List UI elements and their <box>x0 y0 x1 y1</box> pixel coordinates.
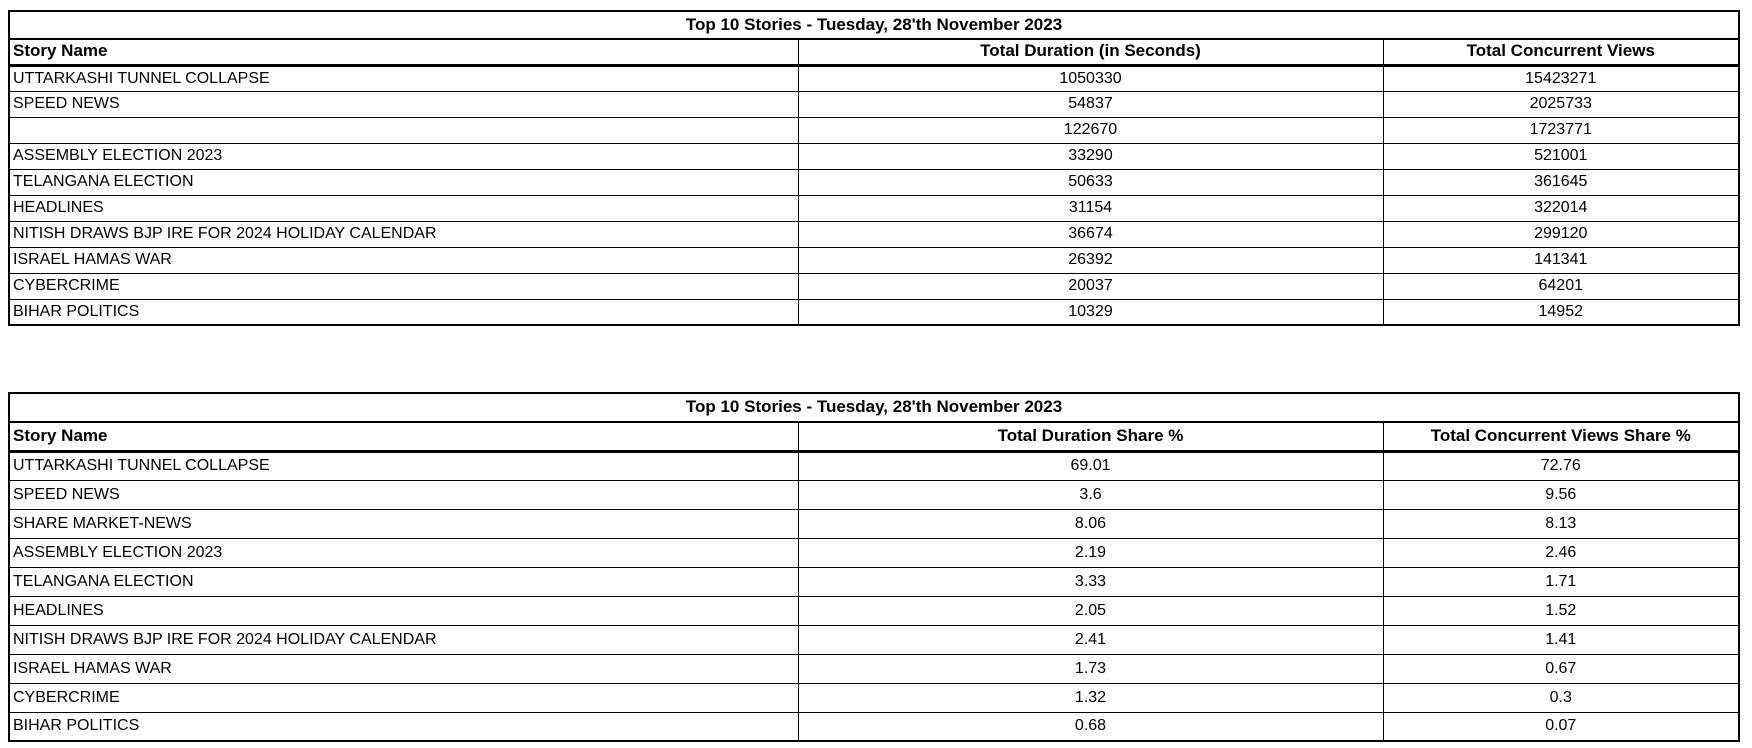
duration-views-table: Top 10 Stories - Tuesday, 28'th November… <box>8 10 1741 326</box>
table-row: TELANGANA ELECTION 50633 361645 <box>8 168 1740 196</box>
value-cell: 1.52 <box>1382 595 1740 626</box>
table-row: ASSEMBLY ELECTION 2023 33290 521001 <box>8 142 1740 170</box>
table-row: CYBERCRIME 20037 64201 <box>8 272 1740 300</box>
value-cell: 31154 <box>797 194 1384 222</box>
table-row: BIHAR POLITICS 0.68 0.07 <box>8 711 1740 742</box>
value-cell: 8.13 <box>1382 508 1740 539</box>
value-cell: 0.07 <box>1382 711 1740 742</box>
story-name-cell: SPEED NEWS <box>8 479 799 510</box>
value-cell: 2.41 <box>797 624 1384 655</box>
story-name-cell: HEADLINES <box>8 194 799 222</box>
value-cell: 322014 <box>1382 194 1740 222</box>
story-name-cell: ISRAEL HAMAS WAR <box>8 246 799 274</box>
value-cell: 69.01 <box>797 450 1384 481</box>
value-cell: 361645 <box>1382 168 1740 196</box>
value-cell: 521001 <box>1382 142 1740 170</box>
story-name-cell: BIHAR POLITICS <box>8 298 799 326</box>
value-cell: 3.6 <box>797 479 1384 510</box>
value-cell: 0.68 <box>797 711 1384 742</box>
value-cell: 14952 <box>1382 298 1740 326</box>
table-row: ISRAEL HAMAS WAR 1.73 0.67 <box>8 653 1740 684</box>
value-cell: 15423271 <box>1382 64 1740 92</box>
column-header-total-concurrent-views: Total Concurrent Views <box>1382 38 1740 67</box>
table-row: TELANGANA ELECTION 3.33 1.71 <box>8 566 1740 597</box>
table-row: SHARE MARKET-NEWS 8.06 8.13 <box>8 508 1740 539</box>
value-cell: 2.46 <box>1382 537 1740 568</box>
table-gap <box>8 326 1752 392</box>
story-name-cell: NITISH DRAWS BJP IRE FOR 2024 HOLIDAY CA… <box>8 220 799 248</box>
value-cell: 1.71 <box>1382 566 1740 597</box>
value-cell: 122670 <box>797 116 1384 144</box>
story-name-cell <box>8 116 799 144</box>
value-cell: 2.05 <box>797 595 1384 626</box>
table-row: CYBERCRIME 1.32 0.3 <box>8 682 1740 713</box>
value-cell: 1050330 <box>797 64 1384 92</box>
story-name-cell: HEADLINES <box>8 595 799 626</box>
table-row: BIHAR POLITICS 10329 14952 <box>8 298 1740 326</box>
value-cell: 2.19 <box>797 537 1384 568</box>
column-header-story-name: Story Name <box>8 421 799 453</box>
story-name-cell: NITISH DRAWS BJP IRE FOR 2024 HOLIDAY CA… <box>8 624 799 655</box>
story-name-cell: SHARE MARKET-NEWS <box>8 508 799 539</box>
value-cell: 9.56 <box>1382 479 1740 510</box>
story-name-cell: UTTARKASHI TUNNEL COLLAPSE <box>8 64 799 92</box>
table-row: 122670 1723771 <box>8 116 1740 144</box>
value-cell: 1723771 <box>1382 116 1740 144</box>
story-name-cell: CYBERCRIME <box>8 272 799 300</box>
value-cell: 50633 <box>797 168 1384 196</box>
value-cell: 0.67 <box>1382 653 1740 684</box>
value-cell: 1.73 <box>797 653 1384 684</box>
story-name-cell: BIHAR POLITICS <box>8 711 799 742</box>
column-header-duration-share: Total Duration Share % <box>797 421 1384 453</box>
value-cell: 33290 <box>797 142 1384 170</box>
value-cell: 2025733 <box>1382 90 1740 118</box>
table-row: ASSEMBLY ELECTION 2023 2.19 2.46 <box>8 537 1740 568</box>
value-cell: 26392 <box>797 246 1384 274</box>
table-title-row: Top 10 Stories - Tuesday, 28'th November… <box>8 392 1740 423</box>
value-cell: 8.06 <box>797 508 1384 539</box>
story-name-cell: CYBERCRIME <box>8 682 799 713</box>
story-name-cell: UTTARKASHI TUNNEL COLLAPSE <box>8 450 799 481</box>
table-row: SPEED NEWS 3.6 9.56 <box>8 479 1740 510</box>
table-body: UTTARKASHI TUNNEL COLLAPSE 1050330 1542327… <box>8 64 1740 326</box>
value-cell: 141341 <box>1382 246 1740 274</box>
value-cell: 3.33 <box>797 566 1384 597</box>
value-cell: 20037 <box>797 272 1384 300</box>
table-body: UTTARKASHI TUNNEL COLLAPSE 69.01 72.76 SPEE… <box>8 450 1740 742</box>
value-cell: 1.41 <box>1382 624 1740 655</box>
table-row: SPEED NEWS 54837 2025733 <box>8 90 1740 118</box>
value-cell: 299120 <box>1382 220 1740 248</box>
value-cell: 1.32 <box>797 682 1384 713</box>
story-name-cell: ASSEMBLY ELECTION 2023 <box>8 537 799 568</box>
value-cell: 64201 <box>1382 272 1740 300</box>
column-header-concurrent-views-share: Total Concurrent Views Share % <box>1382 421 1740 453</box>
story-name-cell: TELANGANA ELECTION <box>8 168 799 196</box>
story-name-cell: ISRAEL HAMAS WAR <box>8 653 799 684</box>
table-row: NITISH DRAWS BJP IRE FOR 2024 HOLIDAY CA… <box>8 220 1740 248</box>
table-row: NITISH DRAWS BJP IRE FOR 2024 HOLIDAY CA… <box>8 624 1740 655</box>
column-header-total-duration: Total Duration (in Seconds) <box>797 38 1384 67</box>
column-header-story-name: Story Name <box>8 38 799 67</box>
value-cell: 72.76 <box>1382 450 1740 481</box>
story-name-cell: SPEED NEWS <box>8 90 799 118</box>
value-cell: 54837 <box>797 90 1384 118</box>
table-row: HEADLINES 2.05 1.52 <box>8 595 1740 626</box>
story-name-cell: ASSEMBLY ELECTION 2023 <box>8 142 799 170</box>
value-cell: 10329 <box>797 298 1384 326</box>
table-row: ISRAEL HAMAS WAR 26392 141341 <box>8 246 1740 274</box>
table-row: HEADLINES 31154 322014 <box>8 194 1740 222</box>
table-header-row: Story Name Total Duration Share % Total … <box>8 421 1740 453</box>
table-row: UTTARKASHI TUNNEL COLLAPSE 69.01 72.76 <box>8 450 1740 481</box>
table-title-row: Top 10 Stories - Tuesday, 28'th November… <box>8 10 1740 40</box>
table-title: Top 10 Stories - Tuesday, 28'th November… <box>8 392 1740 423</box>
value-cell: 0.3 <box>1382 682 1740 713</box>
value-cell: 36674 <box>797 220 1384 248</box>
table-title: Top 10 Stories - Tuesday, 28'th November… <box>8 10 1740 40</box>
share-percent-table: Top 10 Stories - Tuesday, 28'th November… <box>8 392 1741 742</box>
table-header-row: Story Name Total Duration (in Seconds) T… <box>8 38 1740 67</box>
story-name-cell: TELANGANA ELECTION <box>8 566 799 597</box>
table-row: UTTARKASHI TUNNEL COLLAPSE 1050330 1542327… <box>8 64 1740 92</box>
